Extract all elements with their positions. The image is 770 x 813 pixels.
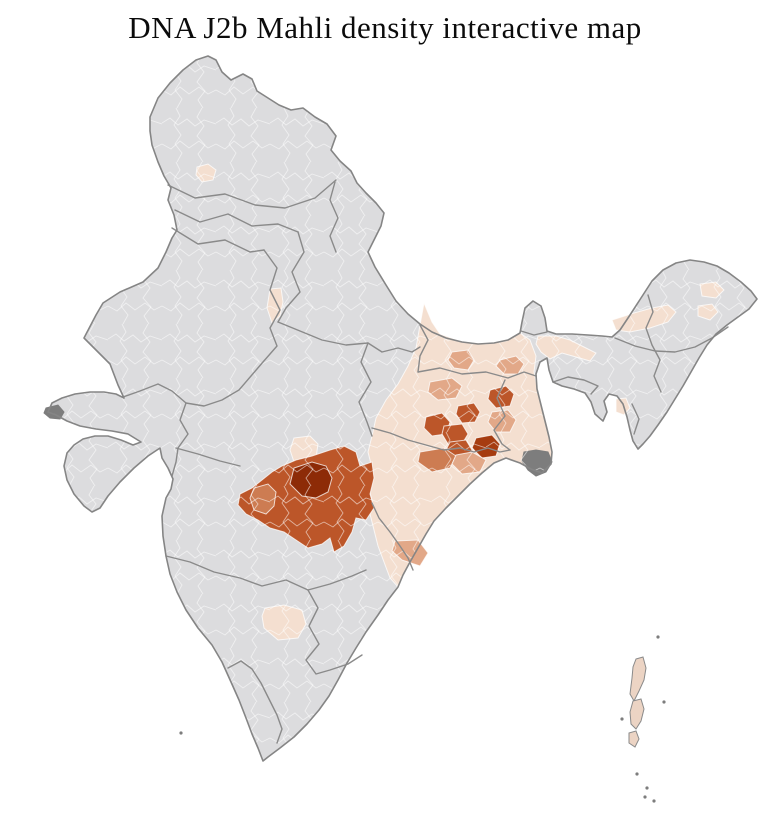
island-dot (643, 795, 647, 799)
island-chain (179, 635, 666, 803)
border-karnataka-andhra-tamilnadu (305, 589, 363, 675)
page-title: DNA J2b Mahli density interactive map (128, 10, 642, 45)
border-himachal-punjab (174, 209, 299, 233)
andaman-island-south[interactable] (628, 730, 640, 748)
border-rajasthan-east (185, 249, 281, 407)
border-nagaland-manipur-west (645, 294, 662, 393)
border-jammu-kashmir-south (167, 179, 337, 209)
border-rajasthan-north (171, 227, 265, 253)
border-bihar-jharkhand (417, 367, 537, 379)
border-mp-maharashtra (175, 447, 241, 467)
border-odisha-andhra (371, 502, 414, 571)
border-mp-chhattisgarh (358, 342, 373, 437)
island-dot (179, 731, 183, 735)
sundarbans-delta (521, 449, 553, 477)
state-borders (122, 179, 729, 744)
andaman-island-north[interactable] (629, 656, 647, 703)
district-jharkhand-salmon-1[interactable] (427, 377, 463, 401)
border-himachal-uttarakhand (329, 181, 339, 253)
border-haryana-up-west (277, 231, 305, 323)
island-dot (662, 700, 666, 704)
island-dot (635, 772, 639, 776)
andaman-island-middle[interactable] (629, 698, 645, 730)
island-dot (645, 786, 649, 790)
border-jharkhand-bengal (493, 379, 511, 451)
island-dot (656, 635, 660, 639)
island-dot (652, 799, 656, 803)
border-mizoram-tripura (631, 403, 640, 435)
border-jharkhand-odisha (371, 427, 511, 453)
district-jharkhand-district-3[interactable] (455, 402, 481, 424)
border-meghalaya-north (552, 376, 599, 395)
border-kerala-tamilnadu (227, 660, 283, 744)
national-outline (47, 55, 758, 762)
border-up-bihar (417, 324, 429, 373)
border-gujarat-north-east (122, 383, 189, 477)
border-sikkim-south (520, 330, 548, 336)
border-maharashtra-karnataka (165, 555, 367, 591)
island-dot (620, 717, 624, 721)
